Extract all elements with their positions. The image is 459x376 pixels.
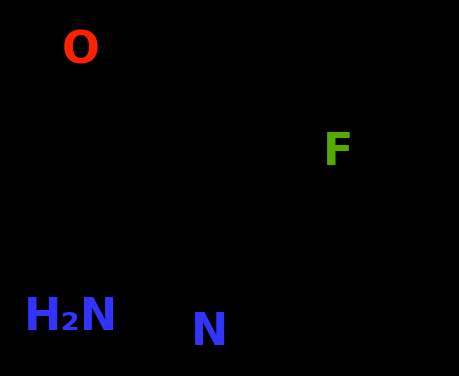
Text: O: O [62,29,99,72]
Text: N: N [190,311,227,354]
Text: H₂N: H₂N [24,296,118,339]
Text: F: F [322,131,353,174]
